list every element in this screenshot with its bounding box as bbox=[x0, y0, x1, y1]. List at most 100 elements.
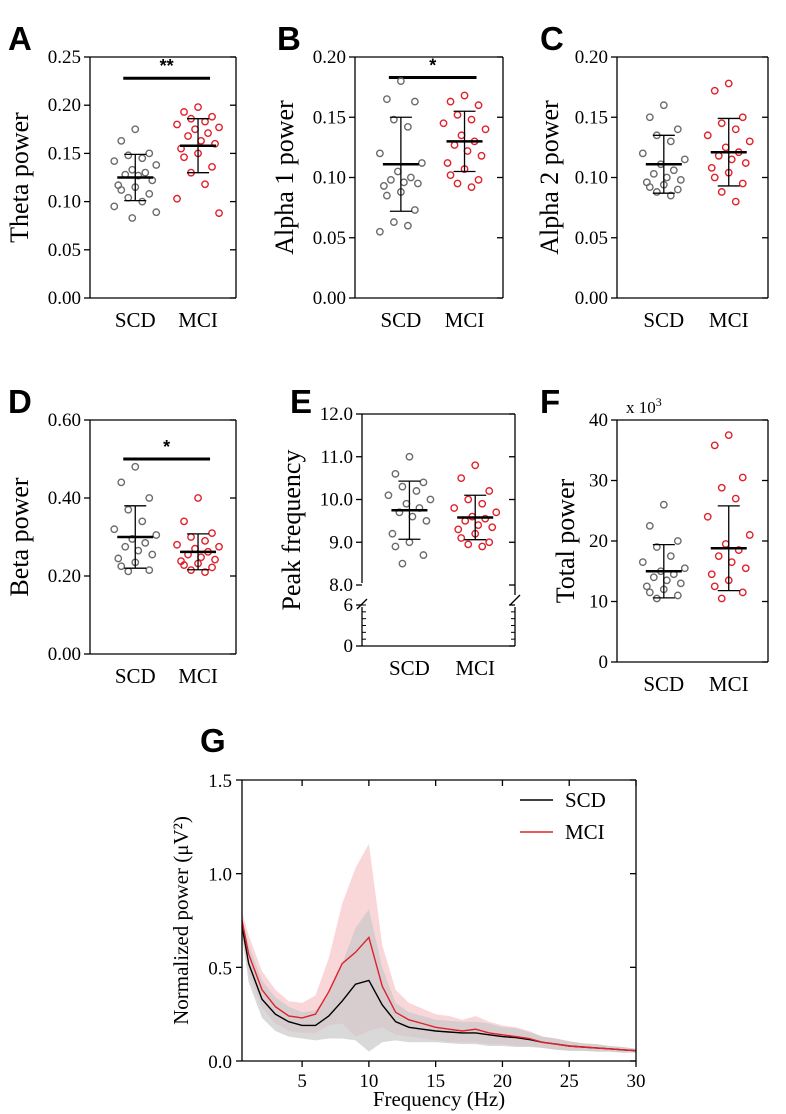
panel-c-ytick-label: 0.05 bbox=[575, 228, 608, 249]
panel-d-point-scd bbox=[145, 494, 154, 502]
panel-c-point-mci bbox=[745, 137, 754, 146]
panel-d-point-scd bbox=[110, 525, 119, 534]
panel-d-category-label: MCI bbox=[178, 664, 218, 688]
panel-b-point-mci bbox=[446, 171, 455, 179]
panel-a-point-scd bbox=[128, 165, 137, 174]
panel-e-point-scd bbox=[405, 538, 414, 547]
panel-a-ytick-label: 0.10 bbox=[48, 192, 81, 213]
panel-g-sd-band-scd bbox=[242, 909, 636, 1053]
panel-b-point-scd bbox=[417, 159, 426, 167]
panel-a-point-mci bbox=[211, 139, 219, 148]
panel-e-point-mci bbox=[492, 508, 501, 517]
panel-e-letter: E bbox=[290, 383, 312, 420]
panel-e-point-scd bbox=[402, 499, 411, 508]
panel-e-point-mci bbox=[474, 521, 483, 530]
panel-a-point-scd bbox=[152, 208, 161, 217]
panel-g-xtick-label: 5 bbox=[297, 1071, 307, 1092]
panel-c-point-mci bbox=[738, 113, 747, 122]
panel-e-point-scd bbox=[408, 512, 417, 521]
panel-c-point-mci bbox=[703, 131, 712, 140]
panel-b-point-scd bbox=[386, 176, 395, 184]
panel-d-point-mci bbox=[208, 563, 216, 572]
panel-e-ytick-label: 11.0 bbox=[320, 447, 353, 468]
panel-c-category-label: MCI bbox=[709, 308, 749, 332]
panel-f-ytick-label: 10 bbox=[589, 592, 608, 613]
panel-e-category-label: MCI bbox=[455, 656, 495, 680]
panel-d-ytick-label: 0.40 bbox=[48, 488, 81, 509]
panel-g-letter: G bbox=[200, 722, 226, 759]
panel-e-point-mci bbox=[457, 534, 466, 542]
panel-c-ytick-label: 0.15 bbox=[575, 107, 608, 128]
panel-a-point-scd bbox=[110, 157, 119, 166]
panel-c: C 0.00 0.05 0.10 0.15 0.20 SCD MCI Alpha 2 power bbox=[535, 20, 769, 332]
panel-b-point-mci bbox=[477, 151, 486, 160]
panel-e-ytick-label: 0 bbox=[344, 636, 354, 657]
panel-b-point-scd bbox=[410, 97, 419, 106]
panel-d-point-scd bbox=[124, 567, 133, 576]
panel-f-point-scd bbox=[659, 500, 668, 509]
panel-d-point-mci bbox=[208, 529, 216, 537]
panel-b-ytick-label: 0.05 bbox=[313, 228, 346, 249]
panel-a-significance-label: ** bbox=[160, 56, 174, 76]
panel-e: E 0 68.0 9.0 10.0 11.0 12.0 SCD MCI Peak frequenc… bbox=[277, 383, 521, 680]
panel-d-point-scd bbox=[141, 538, 150, 547]
panel-f-point-mci bbox=[710, 582, 719, 591]
panel-b-point-mci bbox=[463, 147, 472, 155]
panel-a-category-label: MCI bbox=[178, 308, 218, 332]
panel-e-point-scd bbox=[398, 482, 407, 491]
panel-a-point-scd bbox=[131, 125, 140, 134]
panel-c-point-mci bbox=[731, 125, 740, 134]
panel-e-point-mci bbox=[457, 474, 466, 483]
panel-b: B 0.00 0.05 0.10 0.15 0.20 SCD MCI Alpha 1 power… bbox=[270, 20, 504, 332]
panel-f-category-label: MCI bbox=[709, 672, 749, 696]
panel-a-ytick-label: 0.00 bbox=[48, 288, 81, 309]
panel-e-point-mci bbox=[464, 540, 473, 549]
panel-c-point-scd bbox=[680, 155, 689, 164]
panel-f-ylabel: Total power bbox=[551, 478, 580, 603]
panel-e-ytick-label: 12.0 bbox=[320, 404, 353, 425]
panel-g-xtick-label: 20 bbox=[493, 1071, 512, 1092]
panel-b-point-mci bbox=[474, 101, 483, 110]
panel-a-point-scd bbox=[124, 151, 133, 160]
panel-d-category-label: SCD bbox=[115, 664, 156, 688]
panel-g-ytick-label: 1.0 bbox=[208, 865, 232, 886]
panel-b-category-label: MCI bbox=[445, 308, 485, 332]
panel-e-ytick-label: 10.0 bbox=[320, 490, 353, 511]
panel-d-point-mci bbox=[173, 540, 181, 549]
panel-f-point-mci bbox=[727, 558, 736, 567]
panel-d-ytick-label: 0.60 bbox=[48, 410, 81, 431]
panel-a-ytick-label: 0.25 bbox=[48, 47, 81, 68]
panel-g: G 0.0 0.5 1.0 1.5 5 10 15 20 25 30 Frequency (Hz) No… bbox=[169, 722, 646, 1111]
panel-a-point-scd bbox=[128, 214, 137, 222]
panel-f-category-label: SCD bbox=[643, 672, 684, 696]
panel-d-point-mci bbox=[211, 555, 219, 564]
panel-e-point-mci bbox=[478, 542, 487, 551]
panel-a-point-scd bbox=[145, 149, 154, 158]
panel-a-point-mci bbox=[215, 123, 223, 132]
panel-f-point-scd bbox=[642, 582, 651, 591]
panel-c-point-mci bbox=[724, 79, 733, 88]
panel-e-point-mci bbox=[454, 525, 463, 534]
panel-f-point-mci bbox=[717, 483, 726, 492]
panel-e-category-label: SCD bbox=[389, 656, 430, 680]
panel-d-point-mci bbox=[215, 542, 223, 551]
panel-f-multiplier-base: x 10 bbox=[626, 398, 656, 417]
panel-g-ytick-label: 0.0 bbox=[208, 1052, 232, 1073]
panel-b-point-scd bbox=[389, 115, 398, 124]
panel-b-point-scd bbox=[375, 149, 384, 158]
panel-f-point-scd bbox=[645, 588, 654, 597]
panel-c-point-mci bbox=[727, 155, 736, 164]
panel-d-significance-label: * bbox=[163, 437, 170, 457]
panel-a-ylabel: Theta power bbox=[5, 112, 34, 243]
panel-f-point-scd bbox=[680, 564, 689, 573]
panel-f-point-scd bbox=[638, 558, 647, 567]
panel-b-ytick-label: 0.00 bbox=[313, 288, 346, 309]
panel-f-multiplier: x 103 bbox=[626, 395, 662, 417]
panel-d-ytick-label: 0.00 bbox=[48, 644, 81, 665]
panel-b-point-scd bbox=[382, 191, 391, 200]
panel-b-point-scd bbox=[396, 77, 405, 86]
panel-e-point-scd bbox=[391, 542, 400, 551]
panel-f-point-mci bbox=[703, 512, 712, 521]
panel-d-point-scd bbox=[121, 542, 130, 551]
panel-f-point-mci bbox=[738, 588, 747, 597]
